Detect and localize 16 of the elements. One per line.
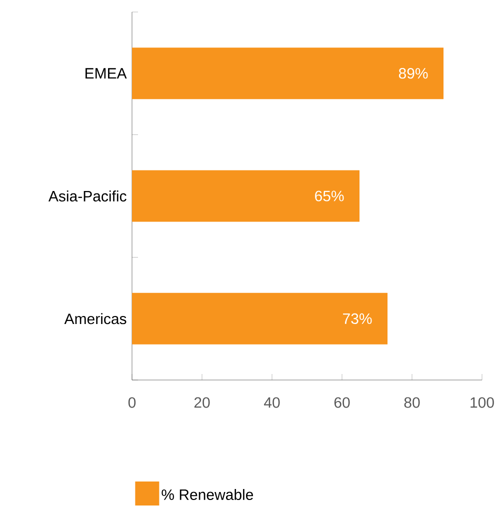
legend-label: % Renewable [162,488,254,500]
data-label: 73% [343,313,372,324]
data-label: 89% [398,68,428,79]
x-tick-label: 80 [404,397,420,408]
x-tick-label: 60 [334,397,350,408]
y-tick-label: Americas [64,313,126,324]
bar [132,170,360,222]
y-tick-label: Asia-Pacific [48,190,126,202]
bar [132,48,444,100]
data-label: 65% [315,190,344,202]
y-tick-label: EMEA [86,68,127,78]
x-tick-label: 100 [470,397,494,408]
x-tick-label: 0 [128,397,136,408]
x-tick-label: 20 [194,397,210,408]
bar [132,292,388,344]
x-tick-label: 40 [264,397,280,408]
